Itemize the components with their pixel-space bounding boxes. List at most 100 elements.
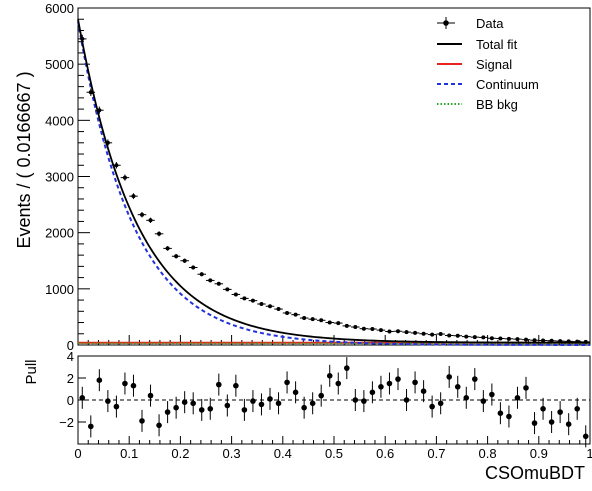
data-point-marker bbox=[105, 140, 110, 145]
pull-point bbox=[267, 387, 273, 410]
data-point-marker bbox=[472, 335, 477, 340]
pull-point-marker bbox=[335, 380, 342, 387]
pull-point-marker bbox=[250, 398, 256, 404]
pull-point-marker bbox=[489, 391, 495, 398]
pull-point bbox=[574, 397, 580, 420]
y-tick-label: 1000 bbox=[45, 282, 74, 297]
data-point bbox=[547, 338, 556, 343]
pull-point bbox=[403, 389, 410, 411]
continuum-curve bbox=[77, 21, 590, 346]
pull-point bbox=[386, 372, 393, 395]
pull-point-marker bbox=[190, 400, 196, 407]
data-point bbox=[444, 333, 454, 338]
pull-point bbox=[463, 386, 470, 409]
pull-point-marker bbox=[574, 406, 580, 412]
data-point-marker bbox=[131, 194, 136, 199]
pull-point bbox=[292, 381, 299, 404]
pull-point bbox=[437, 392, 444, 415]
data-point bbox=[257, 301, 266, 306]
pull-point bbox=[156, 414, 162, 437]
pull-point bbox=[301, 396, 307, 419]
data-point-marker bbox=[524, 337, 528, 342]
legend-label-total-fit: Total fit bbox=[476, 37, 518, 52]
pull-y-tick-label: −2 bbox=[59, 415, 74, 430]
pull-y-tick-label: 2 bbox=[67, 371, 74, 386]
pull-point-marker bbox=[386, 380, 393, 387]
pull-point bbox=[557, 401, 563, 424]
data-point-marker bbox=[122, 175, 127, 180]
pull-point bbox=[472, 368, 478, 391]
pull-point bbox=[454, 375, 461, 398]
pull-point bbox=[489, 383, 495, 406]
data-point bbox=[86, 88, 96, 97]
pull-point-marker bbox=[446, 374, 453, 380]
data-point bbox=[479, 335, 488, 340]
pull-point-marker bbox=[472, 376, 478, 382]
pull-point-marker bbox=[173, 404, 179, 411]
pull-point bbox=[378, 375, 384, 398]
pull-point-marker bbox=[181, 399, 188, 406]
pull-point-marker bbox=[105, 398, 111, 404]
pull-point-marker bbox=[506, 413, 512, 420]
pull-point-marker bbox=[164, 409, 171, 415]
pull-point bbox=[369, 381, 376, 404]
data-point-marker bbox=[302, 316, 307, 321]
y-tick-label: 6000 bbox=[45, 1, 74, 16]
pull-point-marker bbox=[292, 389, 299, 396]
data-point-marker bbox=[464, 334, 469, 339]
pull-point-marker bbox=[395, 376, 401, 382]
pull-axis-title: Pull bbox=[23, 359, 40, 384]
data-point bbox=[385, 329, 394, 334]
data-point bbox=[223, 287, 232, 292]
pull-point bbox=[207, 397, 214, 420]
pull-point bbox=[224, 394, 231, 417]
data-point-marker bbox=[515, 337, 520, 342]
x-tick-label: 0.9 bbox=[530, 446, 548, 461]
data-point-marker bbox=[250, 298, 255, 303]
pull-point bbox=[420, 380, 427, 403]
data-point bbox=[521, 337, 531, 342]
data-point bbox=[171, 254, 181, 259]
x-tick-label: 0 bbox=[74, 446, 81, 461]
data-point-marker bbox=[259, 301, 264, 306]
data-point bbox=[265, 304, 275, 309]
x-axis-title: CSOmuBDT bbox=[485, 463, 585, 483]
pull-point bbox=[429, 395, 435, 418]
x-tick-label: 0.2 bbox=[171, 446, 189, 461]
data-point-marker bbox=[174, 254, 179, 259]
pull-point bbox=[113, 395, 120, 418]
data-points-layer bbox=[77, 34, 591, 344]
pull-point-marker bbox=[463, 395, 470, 401]
pull-point bbox=[309, 392, 316, 415]
data-point-marker bbox=[165, 246, 170, 251]
pull-point-marker bbox=[480, 398, 487, 404]
data-point-marker bbox=[336, 321, 341, 326]
pull-point-marker bbox=[122, 380, 128, 387]
pull-point-marker bbox=[147, 392, 154, 399]
data-point bbox=[163, 246, 172, 251]
data-point-marker bbox=[225, 287, 230, 292]
pull-point-marker bbox=[198, 407, 205, 413]
pull-point bbox=[540, 397, 546, 420]
legend-label-bb-bkg: BB bkg bbox=[476, 97, 518, 112]
data-point-marker bbox=[404, 330, 409, 335]
pull-point bbox=[275, 392, 282, 415]
pull-point-marker bbox=[224, 402, 231, 409]
pull-point-marker bbox=[548, 419, 555, 425]
data-point bbox=[470, 335, 480, 340]
x-tick-label: 0.5 bbox=[325, 446, 343, 461]
data-point bbox=[351, 325, 360, 330]
pull-point-marker bbox=[352, 397, 359, 403]
curve-layer bbox=[77, 19, 590, 346]
pull-point-marker bbox=[565, 421, 572, 428]
data-point bbox=[376, 328, 386, 333]
data-point bbox=[308, 317, 317, 322]
x-tick-label: 0.4 bbox=[274, 446, 292, 461]
data-point-marker bbox=[319, 318, 324, 323]
pull-point bbox=[122, 372, 128, 395]
pull-point-marker bbox=[130, 382, 137, 389]
data-point-marker bbox=[566, 339, 571, 344]
data-point-marker bbox=[344, 323, 349, 328]
x-tick-label: 0.6 bbox=[376, 446, 394, 461]
